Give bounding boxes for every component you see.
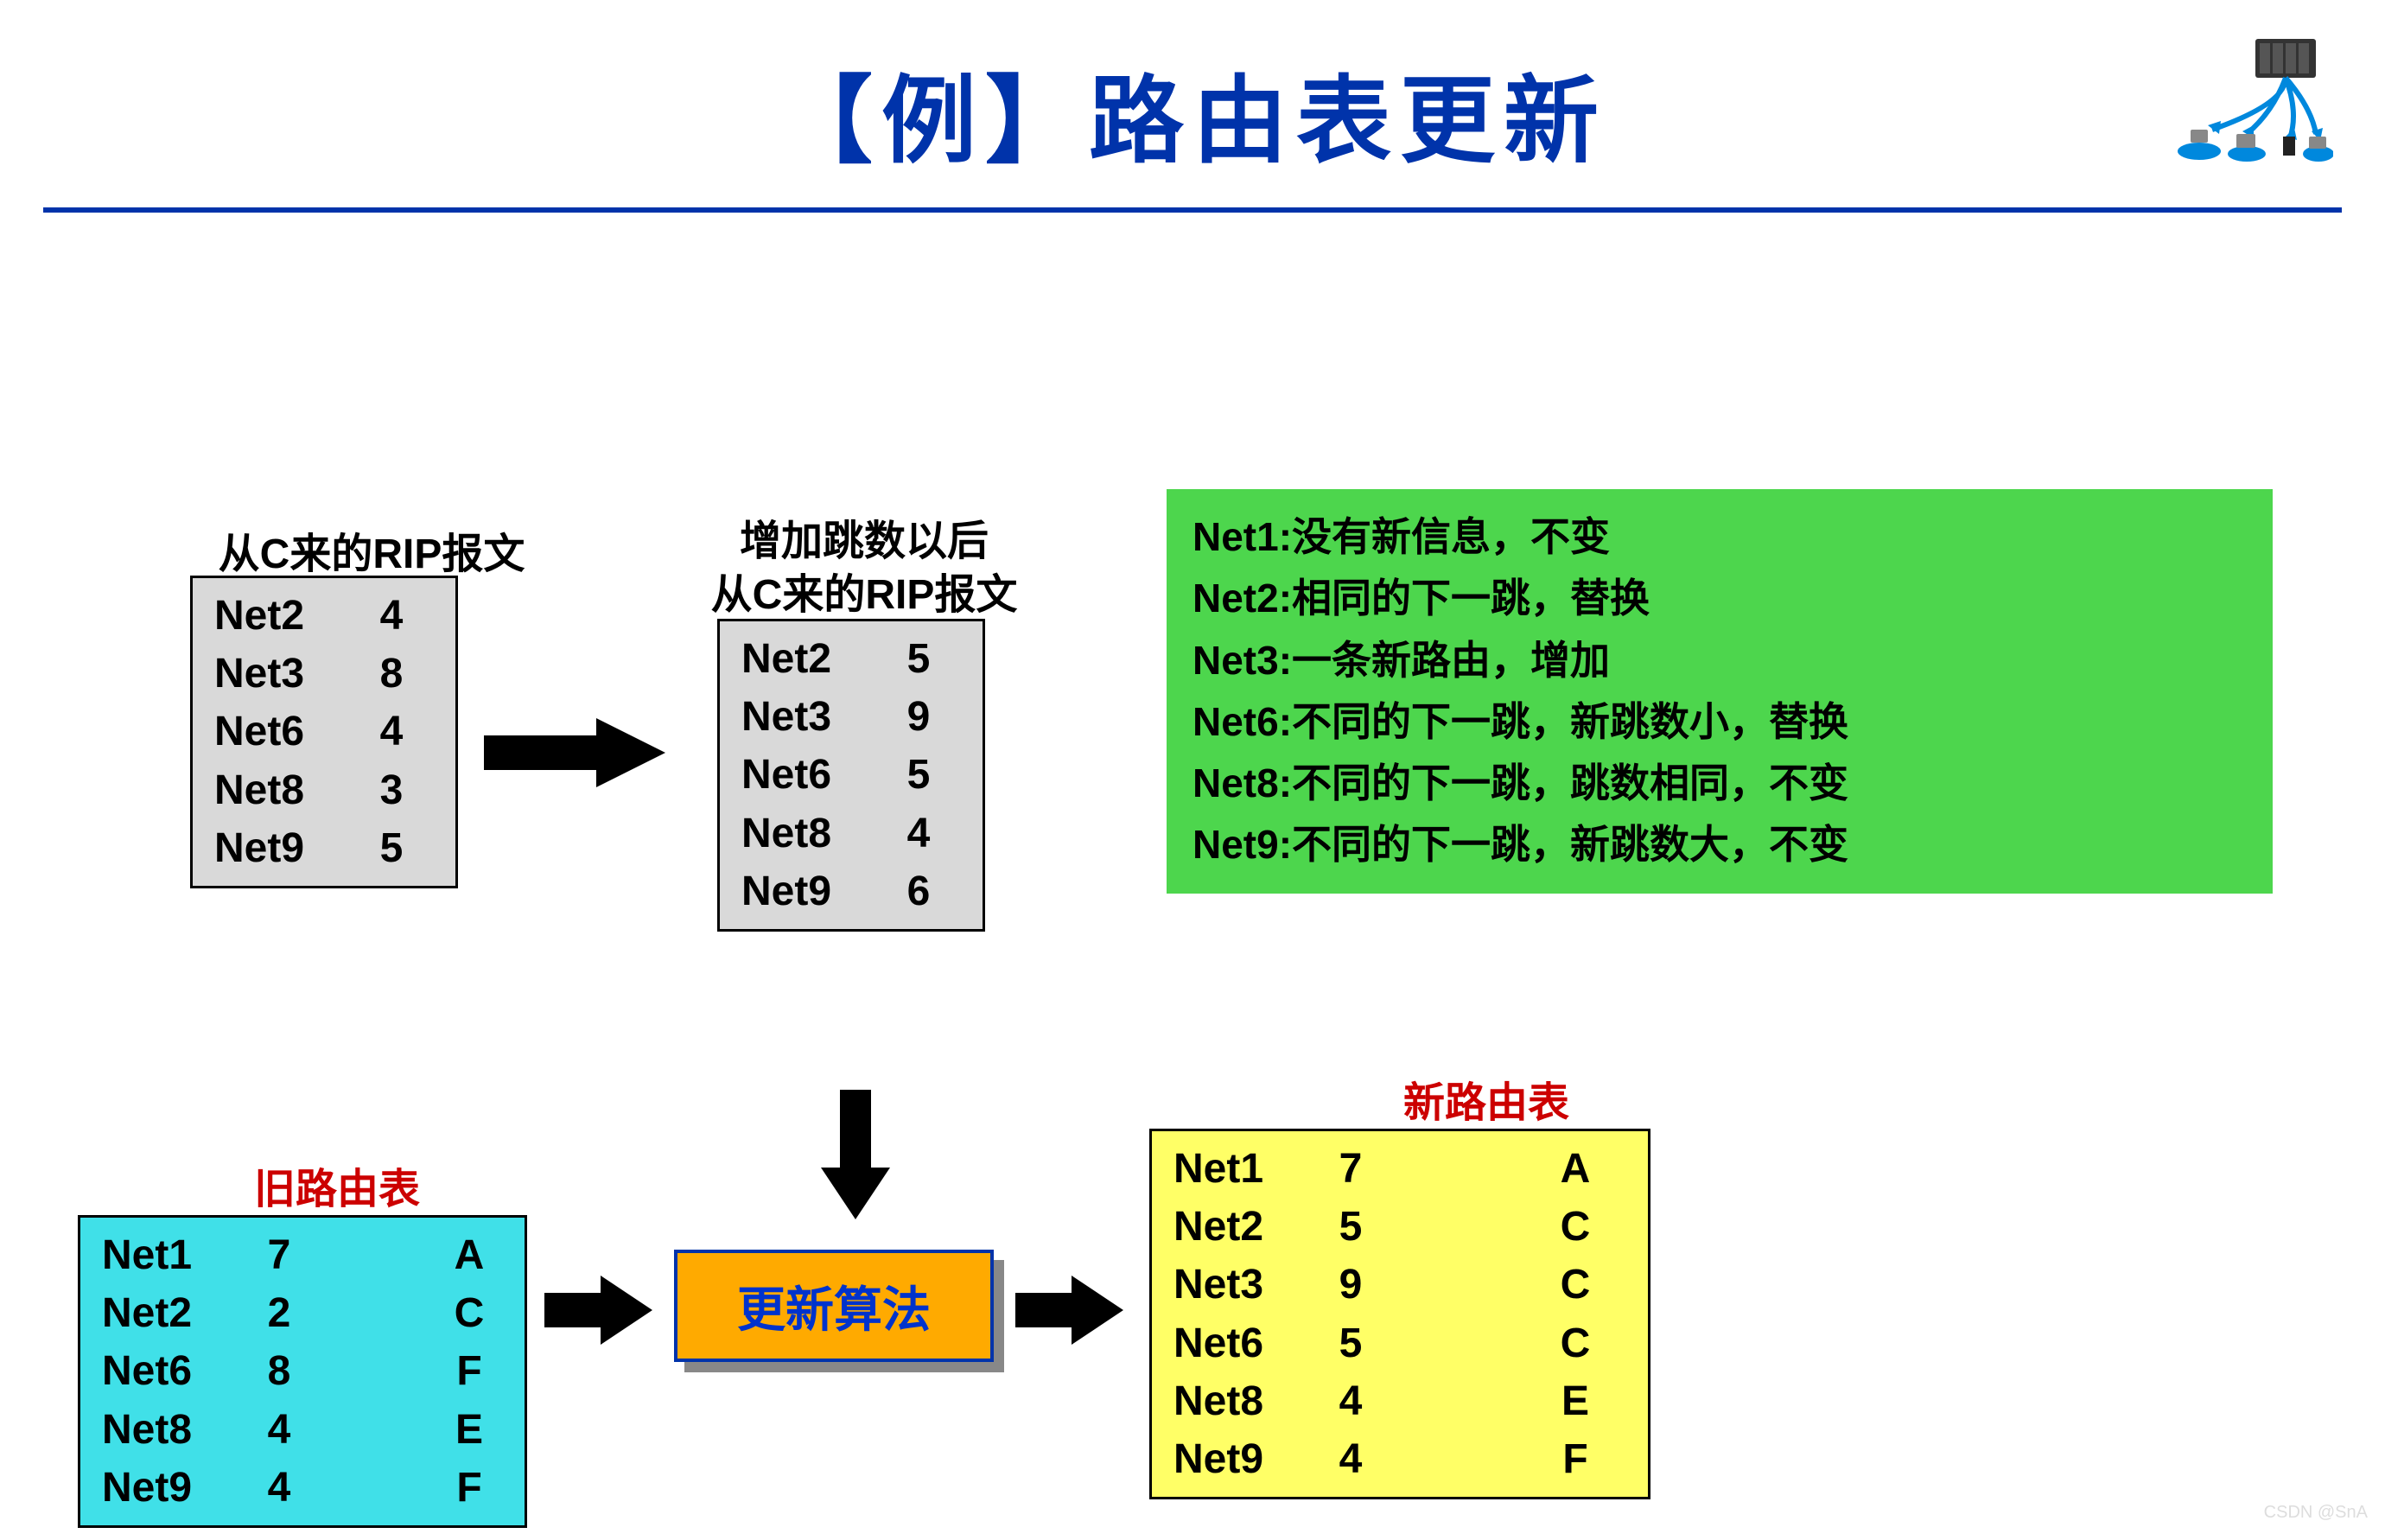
explanation-row: Net6:不同的下一跳，新跳数小，替换 (1192, 691, 2247, 753)
page-title: 【例】路由表更新 (0, 43, 2385, 181)
old-table-body: Net17A Net22C Net68F Net84E Net94F (78, 1215, 527, 1528)
new-table-body: Net17A Net25C Net39C Net65C Net84E Net94… (1149, 1129, 1650, 1499)
table-row: Net65C (1173, 1314, 1626, 1372)
table1-body: Net24 Net38 Net64 Net83 Net95 (190, 576, 458, 888)
table-row: Net25 (741, 630, 961, 688)
content-area: 从C来的RIP报文 Net24 Net38 Net64 Net83 Net95 … (0, 213, 2385, 316)
table-row: Net94F (102, 1459, 503, 1517)
new-routing-table: 新路由表 Net17A Net25C Net39C Net65C Net84E … (1149, 1129, 1650, 1499)
explanation-row: Net9:不同的下一跳，新跳数大，不变 (1192, 814, 2247, 875)
arrow-down-icon (817, 1090, 894, 1228)
table-row: Net17A (102, 1226, 503, 1284)
explanation-row: Net1:没有新信息，不变 (1192, 506, 2247, 568)
table1-label: 从C来的RIP报文 (181, 519, 562, 580)
table-row: Net39C (1173, 1256, 1626, 1314)
arrow-right-icon (544, 1271, 657, 1349)
rip-incremented-table: 增加跳数以后 从C来的RIP报文 Net25 Net39 Net65 Net84… (717, 619, 985, 932)
table-row: Net84E (102, 1401, 503, 1459)
old-routing-table: 旧路由表 Net17A Net22C Net68F Net84E Net94F (78, 1215, 527, 1528)
rip-from-c-table: 从C来的RIP报文 Net24 Net38 Net64 Net83 Net95 (190, 576, 458, 888)
table-row: Net38 (214, 645, 434, 703)
table2-label: 增加跳数以后 从C来的RIP报文 (648, 515, 1080, 623)
new-table-label: 新路由表 (1313, 1068, 1659, 1129)
old-table-label: 旧路由表 (164, 1155, 510, 1215)
table-row: Net94F (1173, 1430, 1626, 1488)
explanation-row: Net3:一条新路由，增加 (1192, 630, 2247, 691)
table-row: Net24 (214, 587, 434, 645)
table-row: Net96 (741, 862, 961, 920)
title-section: 【例】路由表更新 (0, 0, 2385, 213)
explanation-row: Net2:相同的下一跳，替换 (1192, 568, 2247, 629)
table-row: Net83 (214, 761, 434, 819)
table-row: Net84 (741, 805, 961, 862)
network-icon (2160, 35, 2333, 173)
explanation-box: Net1:没有新信息，不变 Net2:相同的下一跳，替换 Net3:一条新路由，… (1167, 489, 2273, 894)
algorithm-label: 更新算法 (737, 1271, 931, 1341)
table-row: Net68F (102, 1342, 503, 1400)
table-row: Net64 (214, 703, 434, 760)
explanation-row: Net8:不同的下一跳，跳数相同，不变 (1192, 753, 2247, 814)
arrow-right-icon (484, 714, 674, 792)
table-row: Net39 (741, 688, 961, 746)
algorithm-box: 更新算法 (674, 1250, 994, 1362)
arrow-right-icon (1015, 1271, 1128, 1349)
table-row: Net17A (1173, 1140, 1626, 1198)
table-row: Net22C (102, 1284, 503, 1342)
table-row: Net25C (1173, 1198, 1626, 1256)
watermark: CSDN @SnA (2264, 1503, 2368, 1523)
table-row: Net84E (1173, 1372, 1626, 1430)
table2-body: Net25 Net39 Net65 Net84 Net96 (717, 619, 985, 932)
table-row: Net95 (214, 819, 434, 877)
table-row: Net65 (741, 746, 961, 804)
